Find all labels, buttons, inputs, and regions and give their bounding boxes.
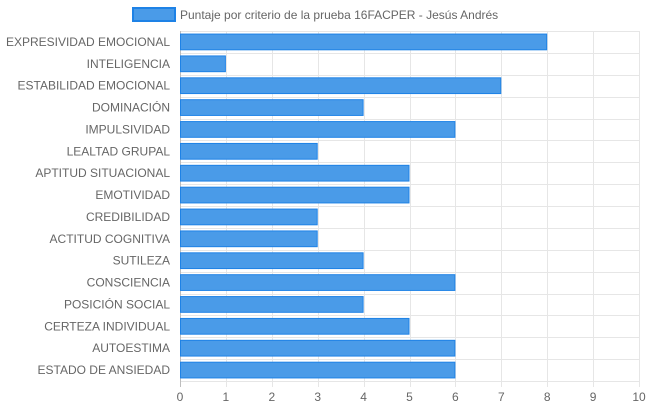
category-label: POSICIÓN SOCIAL <box>64 296 170 311</box>
x-tick-label: 10 <box>632 390 646 404</box>
bar[interactable] <box>180 99 364 116</box>
bars <box>180 33 548 379</box>
bar[interactable] <box>180 121 456 138</box>
x-tick-label: 0 <box>177 390 184 404</box>
x-tick-label: 2 <box>268 390 275 404</box>
legend-swatch <box>132 7 176 22</box>
x-tick-label: 9 <box>590 390 597 404</box>
x-axis-tick-labels: 0 1 2 3 4 5 6 7 8 9 10 <box>177 390 646 404</box>
bar[interactable] <box>180 230 318 248</box>
bar[interactable] <box>180 186 410 204</box>
category-label: AUTOESTIMA <box>92 341 170 355</box>
category-label: LEALTAD GRUPAL <box>67 144 171 158</box>
category-label: CREDIBILIDAD <box>86 210 170 224</box>
bar[interactable] <box>180 339 456 357</box>
category-label: EMOTIVIDAD <box>95 188 170 202</box>
x-tick-label: 8 <box>544 390 551 404</box>
category-label: SUTILEZA <box>113 254 170 268</box>
category-label: CERTEZA INDIVIDUAL <box>44 319 170 333</box>
bar[interactable] <box>180 55 226 73</box>
legend-label: Puntaje por criterio de la prueba 16FACP… <box>180 8 498 22</box>
bar[interactable] <box>180 33 548 51</box>
x-tick-label: 7 <box>498 390 505 404</box>
x-tick-label: 1 <box>223 390 230 404</box>
bar[interactable] <box>180 274 456 291</box>
bar[interactable] <box>180 208 318 226</box>
bar[interactable] <box>180 361 456 379</box>
x-tick-label: 6 <box>452 390 459 404</box>
x-tick-label: 3 <box>314 390 321 404</box>
category-label: IMPULSIVIDAD <box>85 122 170 136</box>
category-label: EXPRESIVIDAD EMOCIONAL <box>6 35 170 49</box>
bar[interactable] <box>180 252 364 270</box>
bar[interactable] <box>180 77 502 95</box>
bar[interactable] <box>180 142 318 160</box>
category-label: ACTITUD COGNITIVA <box>50 232 170 246</box>
bar[interactable] <box>180 296 364 313</box>
category-labels: EXPRESIVIDAD EMOCIONAL INTELIGENCIA ESTABI… <box>6 35 170 377</box>
bar[interactable] <box>180 317 410 335</box>
category-label: CONSCIENCIA <box>87 276 170 290</box>
category-label: ESTADO DE ANSIEDAD <box>38 363 171 377</box>
x-tick-label: 5 <box>406 390 413 404</box>
category-label: INTELIGENCIA <box>87 57 170 71</box>
category-label: ESTABILIDAD EMOCIONAL <box>18 79 171 93</box>
category-label: APTITUD SITUACIONAL <box>35 166 170 180</box>
category-label: DOMINACIÓN <box>92 100 170 115</box>
legend[interactable]: Puntaje por criterio de la prueba 16FACP… <box>132 7 498 22</box>
x-tick-label: 4 <box>360 390 367 404</box>
bar[interactable] <box>180 164 410 182</box>
